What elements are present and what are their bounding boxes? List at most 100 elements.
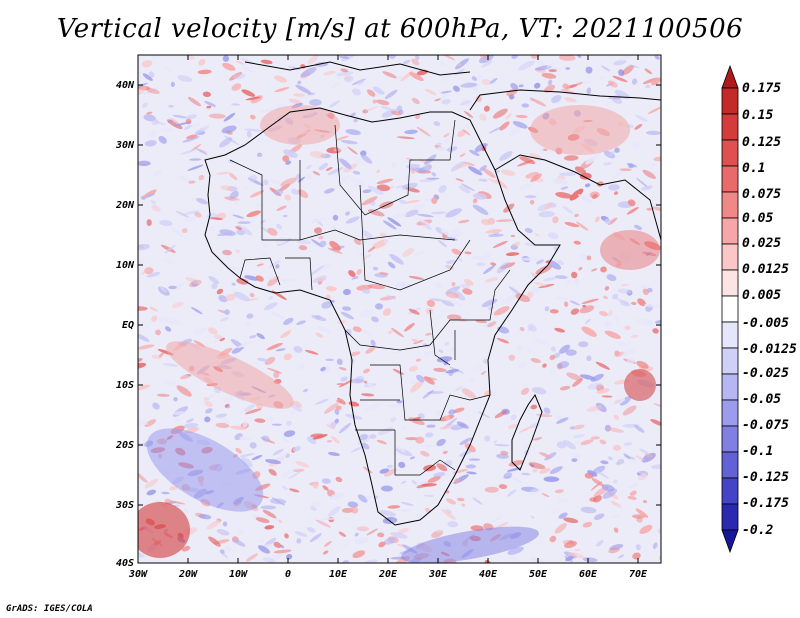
field-speckle bbox=[169, 500, 186, 505]
field-speckle bbox=[170, 81, 175, 87]
field-speckle bbox=[547, 232, 559, 240]
field-speckle bbox=[457, 130, 466, 137]
field-speckle bbox=[508, 555, 519, 562]
field-speckle bbox=[281, 485, 288, 491]
field-speckle bbox=[653, 403, 661, 408]
field-speckle bbox=[626, 357, 635, 364]
field-speckle bbox=[563, 301, 569, 307]
field-speckle bbox=[557, 498, 569, 504]
field-speckle bbox=[541, 72, 557, 79]
field-speckle bbox=[244, 408, 262, 415]
field-speckle bbox=[651, 162, 657, 166]
field-speckle bbox=[387, 505, 401, 509]
field-speckle bbox=[376, 99, 390, 106]
field-speckle bbox=[345, 216, 360, 224]
field-speckle bbox=[276, 223, 283, 230]
colorbar-label: 0.0125 bbox=[742, 262, 789, 277]
field-speckle bbox=[361, 196, 378, 206]
field-speckle bbox=[256, 152, 263, 158]
field-speckle bbox=[218, 295, 228, 303]
field-speckle bbox=[455, 63, 462, 67]
lat-label: 10S bbox=[116, 380, 134, 391]
field-speckle bbox=[547, 79, 553, 86]
field-speckle bbox=[207, 327, 218, 335]
field-speckle bbox=[627, 495, 637, 500]
field-speckle bbox=[388, 55, 396, 59]
field-speckle bbox=[339, 158, 352, 170]
field-speckle bbox=[151, 119, 166, 126]
field-speckle bbox=[440, 61, 446, 66]
field-speckle bbox=[437, 146, 447, 151]
field-speckle bbox=[457, 497, 465, 502]
lat-label: 30S bbox=[115, 500, 134, 511]
field-speckle bbox=[460, 283, 471, 289]
field-speckle bbox=[416, 126, 431, 137]
field-speckle bbox=[224, 403, 230, 408]
field-speckle bbox=[255, 275, 264, 282]
field-speckle bbox=[445, 260, 457, 264]
field-speckle bbox=[405, 437, 419, 441]
field-speckle bbox=[451, 248, 462, 255]
field-speckle bbox=[549, 535, 557, 543]
field-speckle bbox=[508, 460, 524, 467]
field-speckle bbox=[204, 401, 213, 408]
field-speckle bbox=[236, 278, 249, 285]
field-speckle bbox=[275, 264, 280, 269]
field-speckle bbox=[357, 80, 364, 85]
field-speckle bbox=[577, 55, 582, 58]
field-speckle bbox=[196, 197, 208, 205]
field-speckle bbox=[641, 452, 656, 463]
field-speckle bbox=[268, 468, 277, 476]
field-speckle bbox=[274, 87, 290, 93]
field-speckle bbox=[578, 266, 583, 271]
negative-band bbox=[146, 428, 264, 512]
field-speckle bbox=[488, 233, 504, 238]
field-speckle bbox=[634, 124, 643, 130]
field-speckle bbox=[584, 318, 591, 324]
field-speckle bbox=[570, 308, 580, 315]
field-speckle bbox=[635, 508, 649, 518]
field-speckle bbox=[531, 55, 547, 68]
field-speckle bbox=[345, 211, 351, 216]
madagascar-outline bbox=[511, 393, 543, 471]
field-speckle bbox=[623, 442, 633, 446]
field-speckle bbox=[335, 400, 343, 404]
field-speckle bbox=[254, 418, 266, 423]
field-speckle bbox=[390, 110, 402, 116]
field-speckle bbox=[578, 341, 589, 348]
field-speckle bbox=[433, 121, 441, 127]
field-speckle bbox=[516, 344, 524, 352]
colorbar-label: 0.15 bbox=[742, 108, 773, 123]
field-speckle bbox=[161, 129, 174, 132]
field-speckle bbox=[144, 267, 154, 275]
lat-label: 20S bbox=[115, 440, 134, 451]
field-speckle bbox=[472, 497, 483, 505]
field-speckle bbox=[312, 482, 319, 489]
field-speckle bbox=[272, 448, 284, 456]
field-speckle bbox=[554, 275, 568, 279]
field-speckle bbox=[343, 288, 351, 296]
field-speckle bbox=[569, 300, 581, 306]
field-speckle bbox=[408, 308, 420, 315]
field-speckle bbox=[220, 185, 234, 191]
field-speckle bbox=[360, 310, 374, 318]
field-speckle bbox=[479, 113, 487, 121]
field-speckle bbox=[336, 358, 343, 366]
field-speckle bbox=[619, 396, 632, 406]
field-speckle bbox=[356, 251, 367, 258]
field-speckle bbox=[559, 344, 571, 354]
field-speckle bbox=[183, 124, 192, 130]
field-speckle bbox=[265, 459, 282, 465]
field-speckle bbox=[251, 455, 263, 461]
field-speckle bbox=[280, 330, 292, 339]
field-speckle bbox=[327, 451, 340, 457]
field-speckle bbox=[208, 536, 221, 547]
field-speckle bbox=[144, 419, 157, 428]
field-speckle bbox=[325, 167, 333, 171]
field-speckle bbox=[325, 285, 337, 292]
field-speckle bbox=[319, 240, 327, 247]
field-speckle bbox=[366, 528, 379, 536]
field-speckle bbox=[480, 55, 490, 60]
colorbar-label: -0.125 bbox=[742, 470, 789, 485]
field-speckle bbox=[338, 367, 347, 371]
